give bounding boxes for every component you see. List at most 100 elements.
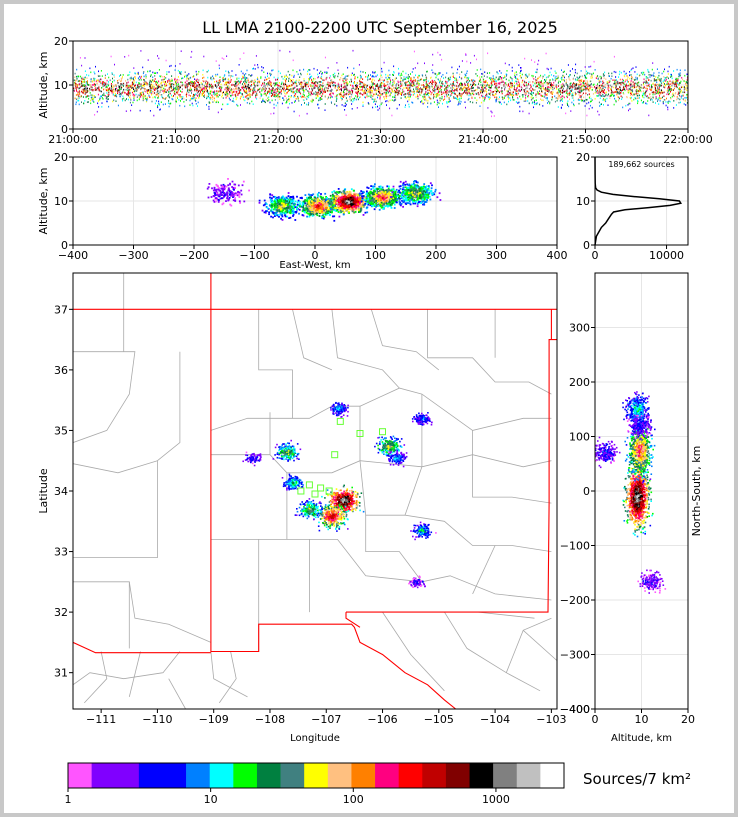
source-point	[678, 92, 680, 94]
source-point	[330, 95, 332, 98]
source-point	[467, 89, 469, 92]
source-point	[477, 86, 479, 88]
source-point	[349, 91, 350, 94]
source-point	[350, 96, 352, 98]
source-point	[219, 76, 221, 78]
source-point	[144, 90, 145, 92]
source-point	[100, 82, 102, 84]
source-point	[278, 82, 280, 84]
source-point	[607, 104, 609, 106]
source-point	[313, 87, 315, 90]
source-point	[436, 95, 438, 97]
source-point	[375, 85, 377, 88]
source-point	[85, 82, 87, 85]
source-point	[481, 88, 483, 91]
source-point	[413, 92, 415, 95]
source-point	[401, 82, 403, 85]
source-point	[275, 88, 277, 90]
source-point	[581, 88, 583, 91]
source-point	[524, 99, 526, 101]
source-point	[336, 98, 338, 101]
source-point	[535, 79, 537, 82]
source-point	[164, 88, 166, 91]
source-point	[619, 70, 621, 73]
source-point	[616, 91, 618, 93]
source-point	[491, 78, 493, 80]
source-point	[183, 101, 185, 103]
source-point	[580, 70, 582, 72]
source-point	[154, 78, 156, 80]
source-point	[353, 74, 355, 76]
source-point	[233, 88, 235, 90]
source-point	[211, 91, 213, 93]
source-point	[404, 96, 406, 98]
source-point	[678, 75, 680, 78]
source-point	[599, 105, 601, 107]
source-point	[187, 77, 189, 80]
source-point	[531, 92, 533, 94]
source-point	[235, 83, 237, 85]
source-point	[570, 91, 571, 93]
source-point	[358, 92, 360, 95]
source-point	[101, 102, 103, 104]
source-point	[418, 74, 420, 77]
source-point	[248, 84, 250, 87]
source-point	[581, 85, 583, 88]
source-point	[117, 90, 119, 93]
source-point	[376, 85, 378, 87]
source-point	[101, 75, 103, 77]
source-point	[193, 75, 195, 77]
source-point	[495, 85, 497, 88]
source-point	[679, 94, 680, 97]
source-point	[82, 76, 84, 79]
source-point	[216, 100, 218, 102]
source-point	[500, 90, 502, 93]
source-point	[92, 89, 94, 91]
source-point	[249, 95, 251, 97]
source-point	[520, 76, 522, 79]
source-point	[198, 70, 200, 73]
source-point	[73, 87, 75, 90]
source-point	[407, 96, 409, 98]
source-point	[227, 95, 229, 97]
source-point	[304, 102, 305, 104]
source-point	[176, 91, 178, 94]
source-point	[188, 94, 190, 97]
source-point	[434, 90, 436, 92]
source-point	[648, 79, 650, 81]
source-point	[148, 83, 150, 85]
source-point	[340, 92, 342, 94]
source-point	[241, 78, 243, 80]
source-point	[397, 93, 399, 96]
source-point	[106, 96, 107, 99]
source-point	[355, 91, 357, 94]
source-point	[248, 81, 250, 84]
source-point	[432, 86, 433, 88]
source-point	[143, 82, 145, 84]
source-point	[510, 86, 512, 89]
source-point	[320, 86, 322, 89]
source-point	[212, 86, 214, 88]
source-point	[508, 83, 510, 85]
source-point	[170, 80, 172, 82]
source-point	[454, 88, 456, 91]
source-point	[214, 92, 216, 94]
source-point	[409, 84, 411, 86]
source-point	[79, 57, 81, 59]
source-point	[590, 80, 592, 83]
source-point	[342, 73, 344, 75]
source-point	[634, 71, 636, 73]
source-point	[615, 84, 617, 87]
source-point	[176, 88, 178, 91]
source-point	[269, 89, 271, 91]
source-point	[342, 96, 344, 98]
source-point	[374, 83, 376, 85]
source-point	[134, 76, 136, 78]
source-point	[571, 89, 573, 91]
source-point	[438, 72, 440, 74]
source-point	[329, 85, 331, 87]
source-point	[388, 90, 390, 92]
source-point	[440, 85, 442, 88]
source-point	[85, 95, 87, 98]
source-point	[473, 93, 475, 96]
